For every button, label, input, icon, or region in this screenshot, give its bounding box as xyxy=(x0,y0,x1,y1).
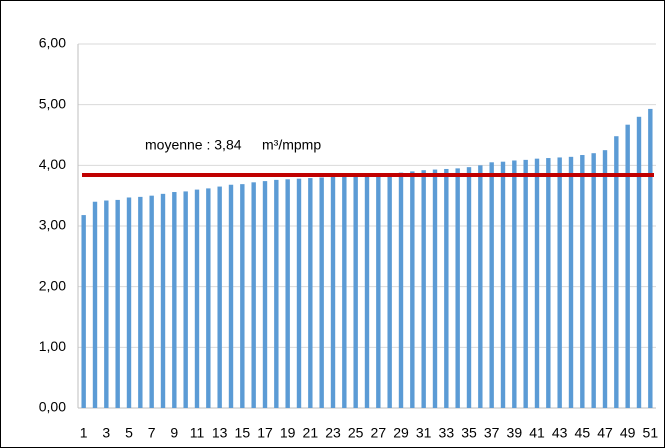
x-tick-label: 11 xyxy=(190,425,205,441)
x-tick-label: 7 xyxy=(148,425,156,441)
x-tick-label: 35 xyxy=(461,425,477,441)
x-tick-label: 47 xyxy=(597,425,613,441)
x-tick-label: 29 xyxy=(393,425,409,441)
bar xyxy=(591,153,596,408)
y-tick-label: 4,00 xyxy=(39,156,66,172)
x-tick-label: 3 xyxy=(102,425,110,441)
bar xyxy=(410,171,415,408)
bar xyxy=(217,186,222,408)
bar xyxy=(602,150,608,408)
x-tick-label: 17 xyxy=(257,425,273,441)
bar xyxy=(444,168,449,408)
bar xyxy=(308,178,313,408)
bar xyxy=(228,184,234,408)
bar xyxy=(251,182,256,408)
x-tick-label: 5 xyxy=(125,425,133,441)
y-tick-label: 6,00 xyxy=(39,35,66,51)
mean-label: moyenne : 3,84 xyxy=(145,137,242,153)
bar xyxy=(387,173,392,408)
bar xyxy=(421,170,426,408)
y-tick-label: 0,00 xyxy=(39,399,66,415)
bar xyxy=(580,155,585,408)
bar xyxy=(398,172,404,408)
bar xyxy=(104,200,109,408)
y-tick-label: 2,00 xyxy=(39,277,66,293)
bar xyxy=(194,189,200,408)
x-tick-label: 41 xyxy=(529,425,545,441)
bar xyxy=(262,181,268,408)
bar xyxy=(648,108,653,408)
bar xyxy=(126,197,132,408)
y-tick-label: 3,00 xyxy=(39,217,66,233)
x-tick-label: 49 xyxy=(620,425,636,441)
bar xyxy=(285,179,290,408)
bar xyxy=(466,167,472,408)
bar xyxy=(172,192,177,408)
bar xyxy=(500,161,506,408)
x-tick-label: 27 xyxy=(371,425,387,441)
bar xyxy=(636,116,642,409)
bar xyxy=(274,179,279,408)
bar xyxy=(81,215,86,408)
bar xyxy=(455,168,460,408)
x-tick-label: 21 xyxy=(303,425,319,441)
bar xyxy=(489,162,494,408)
x-tick-label: 45 xyxy=(575,425,591,441)
x-tick-label: 1 xyxy=(80,425,88,441)
bar xyxy=(342,176,347,408)
bar xyxy=(625,124,630,408)
y-tick-label: 1,00 xyxy=(39,338,66,354)
x-tick-label: 43 xyxy=(552,425,568,441)
bar xyxy=(546,158,551,408)
x-tick-label: 19 xyxy=(280,425,296,441)
bar xyxy=(240,184,245,408)
bar xyxy=(523,159,528,408)
x-tick-label: 51 xyxy=(643,425,659,441)
bar xyxy=(149,195,154,408)
bar xyxy=(376,174,381,408)
bar xyxy=(330,176,336,408)
bar xyxy=(183,191,188,408)
bar xyxy=(512,160,517,408)
bar xyxy=(92,201,98,408)
x-tick-label: 31 xyxy=(416,425,432,441)
bar xyxy=(557,157,562,408)
x-tick-label: 33 xyxy=(439,425,455,441)
bar xyxy=(138,196,143,408)
bar xyxy=(364,175,370,408)
bar xyxy=(296,178,302,408)
x-tick-label: 9 xyxy=(170,425,178,441)
bar xyxy=(432,169,438,408)
bar xyxy=(478,165,483,408)
bar xyxy=(614,136,619,409)
x-tick-label: 13 xyxy=(212,425,228,441)
x-tick-label: 25 xyxy=(348,425,364,441)
x-tick-label: 15 xyxy=(235,425,251,441)
bar xyxy=(534,158,540,408)
bar xyxy=(115,199,120,408)
mean-unit: m³/mpmp xyxy=(262,137,321,153)
bar xyxy=(206,188,211,408)
bar xyxy=(319,177,324,408)
bar xyxy=(568,156,574,408)
x-tick-label: 39 xyxy=(507,425,523,441)
y-tick-label: 5,00 xyxy=(39,95,66,111)
x-tick-label: 23 xyxy=(325,425,341,441)
bar xyxy=(353,175,358,408)
x-tick-label: 37 xyxy=(484,425,500,441)
bar xyxy=(160,193,166,408)
